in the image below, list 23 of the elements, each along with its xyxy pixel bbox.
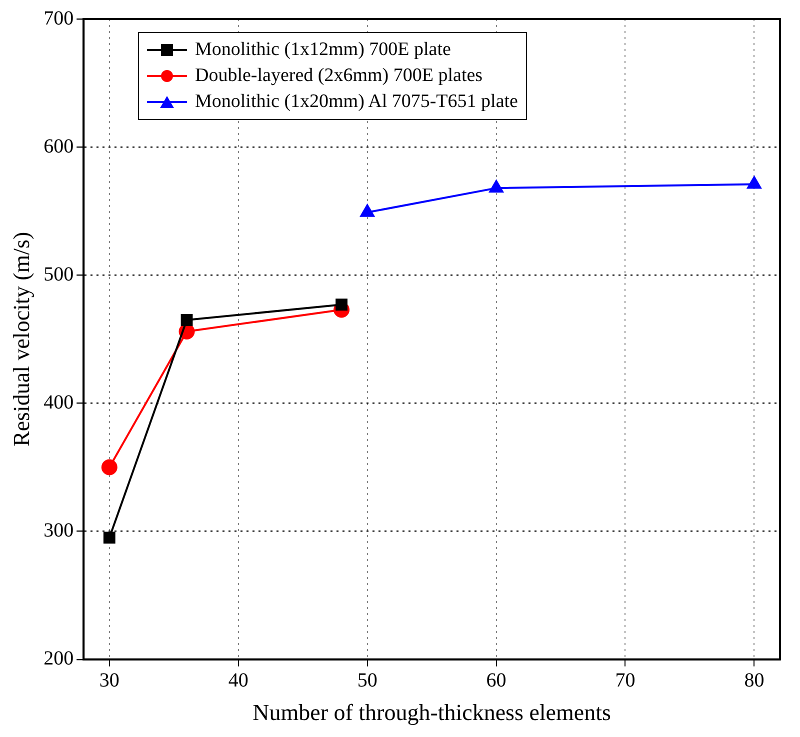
y-tick-label: 400: [44, 391, 74, 414]
y-tick-label: 300: [44, 520, 74, 542]
y-tick-label: 200: [44, 648, 74, 670]
point: [489, 180, 504, 193]
y-tick-label: 500: [44, 263, 74, 286]
x-tick-label: 60: [486, 670, 506, 692]
x-tick-label: 30: [99, 670, 120, 692]
point: [360, 204, 374, 217]
x-tick-label: 40: [228, 670, 248, 692]
point: [747, 176, 762, 189]
y-tick-label: 700: [44, 7, 74, 30]
point: [180, 314, 193, 326]
x-tick-label: 80: [744, 670, 764, 692]
x-tick-label: 70: [615, 670, 636, 692]
x-tick-label: 50: [357, 670, 378, 692]
legend-label: Monolithic (1x12mm) 700E plate: [195, 39, 451, 61]
legend-label: Double-layered (2x6mm) 700E plates: [195, 65, 483, 87]
y-tick-label: 600: [44, 135, 74, 158]
point: [101, 459, 118, 476]
y-axis-title: Residual velocity (m/s): [8, 232, 34, 447]
point: [103, 532, 116, 544]
legend-label: Monolithic (1x20mm) Al 7075-T651 plate: [195, 91, 518, 113]
x-axis-title: Number of through-thickness elements: [252, 700, 612, 726]
